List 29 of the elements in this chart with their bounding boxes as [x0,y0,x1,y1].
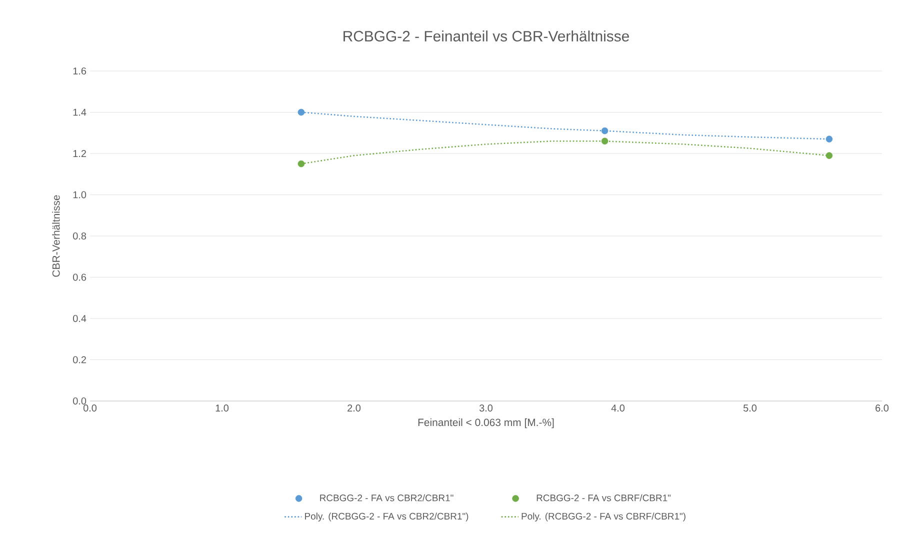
y-tick-label: 1.0 [73,191,86,198]
y-axis-title: CBR-Verhältnisse [52,195,60,277]
x-tick-label: 5.0 [743,404,757,412]
x-tick-label: 4.0 [611,404,625,412]
legend-label: Poly. (RCBGG-2 - FA vs CBRF/CBR1") [522,512,686,522]
y-tick-label: 0.8 [73,232,86,240]
point [601,127,608,134]
legend-label: RCBGG-2 - FA vs CBR2/CBR1" [320,494,454,502]
y-tick-label: 1.4 [73,108,86,116]
y-tick-label: 0.0 [73,397,86,405]
y-tick-label: 1.6 [73,67,86,75]
y-tick-label: 1.2 [73,150,86,157]
y-tick-label: 0.6 [73,274,86,281]
y-tick-label: 0.4 [73,314,86,322]
point [298,160,305,168]
x-tick-label: 6.0 [876,404,889,412]
chart-title: RCBGG-2 - Feinanteil vs CBR-Verhältnisse [344,30,629,42]
point [298,108,305,116]
x-tick-label: 3.0 [479,404,493,412]
point [826,152,833,159]
y-tick-label: 0.2 [73,356,86,364]
x-axis-title: Feinanteil < 0.063 mm [M.-%] [418,418,554,428]
x-tick-label: 1.0 [216,404,229,412]
x-tick-label: 0.0 [83,404,97,412]
point [601,138,608,145]
legend-label: RCBGG-2 - FA vs CBRF/CBR1" [536,494,671,502]
x-tick-label: 2.0 [348,404,361,412]
legend-label: Poly. (RCBGG-2 - FA vs CBR2/CBR1") [305,512,468,522]
point [826,136,833,142]
